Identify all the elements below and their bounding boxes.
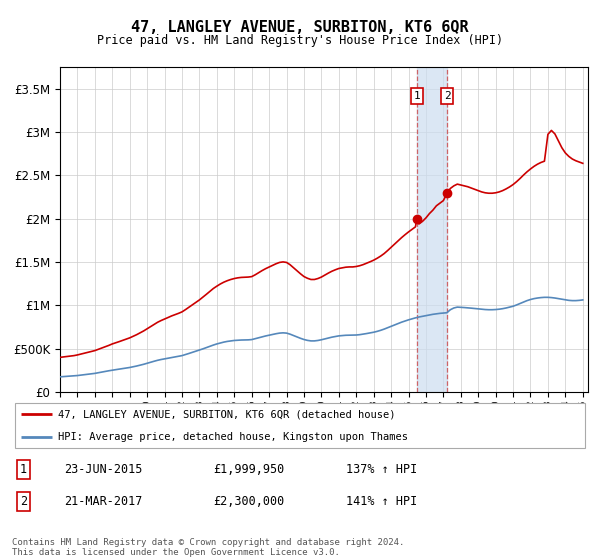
Text: 1: 1 [20, 463, 27, 476]
Text: £2,300,000: £2,300,000 [214, 496, 285, 508]
Text: Contains HM Land Registry data © Crown copyright and database right 2024.
This d: Contains HM Land Registry data © Crown c… [12, 538, 404, 557]
FancyBboxPatch shape [15, 403, 585, 448]
Text: 23-JUN-2015: 23-JUN-2015 [64, 463, 142, 476]
Text: 47, LANGLEY AVENUE, SURBITON, KT6 6QR: 47, LANGLEY AVENUE, SURBITON, KT6 6QR [131, 20, 469, 35]
Bar [417, 67, 447, 392]
Text: Price paid vs. HM Land Registry's House Price Index (HPI): Price paid vs. HM Land Registry's House … [97, 34, 503, 46]
Text: 47, LANGLEY AVENUE, SURBITON, KT6 6QR (detached house): 47, LANGLEY AVENUE, SURBITON, KT6 6QR (d… [58, 409, 395, 419]
Text: 141% ↑ HPI: 141% ↑ HPI [346, 496, 418, 508]
Text: £1,999,950: £1,999,950 [214, 463, 285, 476]
Text: 2: 2 [444, 91, 451, 101]
Text: 1: 1 [413, 91, 420, 101]
Text: 137% ↑ HPI: 137% ↑ HPI [346, 463, 418, 476]
Text: 21-MAR-2017: 21-MAR-2017 [64, 496, 142, 508]
Text: 2: 2 [20, 496, 27, 508]
Text: HPI: Average price, detached house, Kingston upon Thames: HPI: Average price, detached house, King… [58, 432, 408, 442]
